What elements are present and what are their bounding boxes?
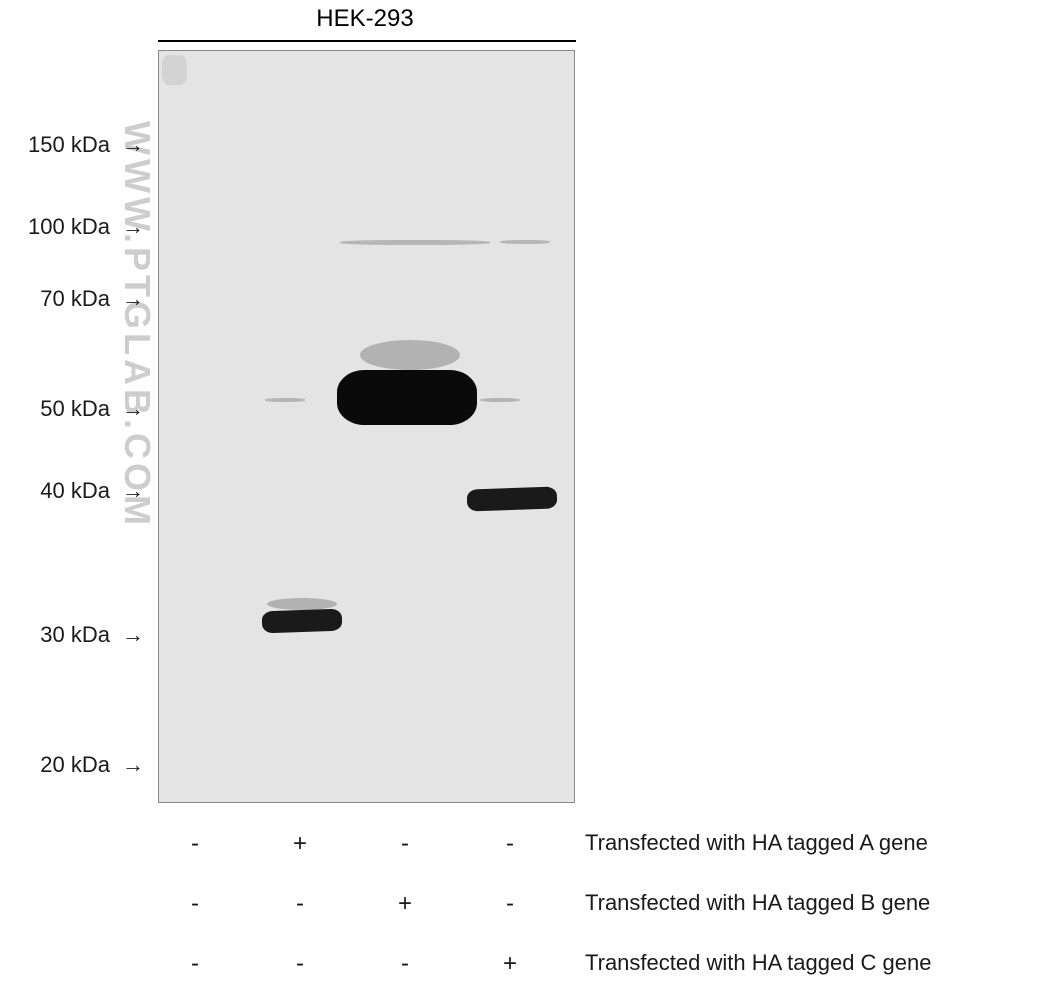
band-shadow <box>360 340 460 370</box>
faint-band <box>500 240 550 244</box>
marker-arrow-icon: → <box>122 286 144 312</box>
treatment-symbol: - <box>185 890 205 918</box>
watermark: WWW.PTGLAB.COM <box>116 121 158 529</box>
treatment-label: Transfected with HA tagged C gene <box>585 950 932 976</box>
marker-label: 40 kDa <box>10 478 110 504</box>
protein-band <box>262 609 343 634</box>
title-bar <box>158 40 576 42</box>
faint-band <box>480 398 520 402</box>
marker-arrow-icon: → <box>122 622 144 648</box>
treatment-symbol: + <box>395 890 415 918</box>
treatment-symbol: - <box>500 830 520 858</box>
marker-label: 20 kDa <box>10 752 110 778</box>
treatment-label: Transfected with HA tagged B gene <box>585 890 930 916</box>
treatment-symbol: + <box>290 830 310 858</box>
marker-arrow-icon: → <box>122 396 144 422</box>
blot-area: WWW.PTGLAB.COM <box>158 50 575 803</box>
marker-label: 30 kDa <box>10 622 110 648</box>
marker-label: 100 kDa <box>10 214 110 240</box>
treatment-symbol: - <box>500 890 520 918</box>
figure-container: HEK-293 WWW.PTGLAB.COM 150 kDa → 100 kDa → 7… <box>0 0 1041 999</box>
marker-arrow-icon: → <box>122 214 144 240</box>
treatment-symbol: - <box>395 950 415 978</box>
marker-arrow-icon: → <box>122 478 144 504</box>
marker-label: 150 kDa <box>10 132 110 158</box>
treatment-symbol: - <box>185 950 205 978</box>
treatment-label: Transfected with HA tagged A gene <box>585 830 928 856</box>
blot-title: HEK-293 <box>305 5 425 33</box>
treatment-symbol: - <box>290 890 310 918</box>
treatment-symbol: - <box>185 830 205 858</box>
marker-label: 50 kDa <box>10 396 110 422</box>
marker-label: 70 kDa <box>10 286 110 312</box>
marker-arrow-icon: → <box>122 132 144 158</box>
treatment-symbol: - <box>290 950 310 978</box>
treatment-symbol: + <box>500 950 520 978</box>
marker-arrow-icon: → <box>122 752 144 778</box>
protein-band <box>337 370 477 425</box>
faint-band <box>265 398 305 402</box>
protein-band <box>467 486 558 511</box>
blot-shadow <box>162 55 187 85</box>
faint-band <box>340 240 490 245</box>
treatment-symbol: - <box>395 830 415 858</box>
